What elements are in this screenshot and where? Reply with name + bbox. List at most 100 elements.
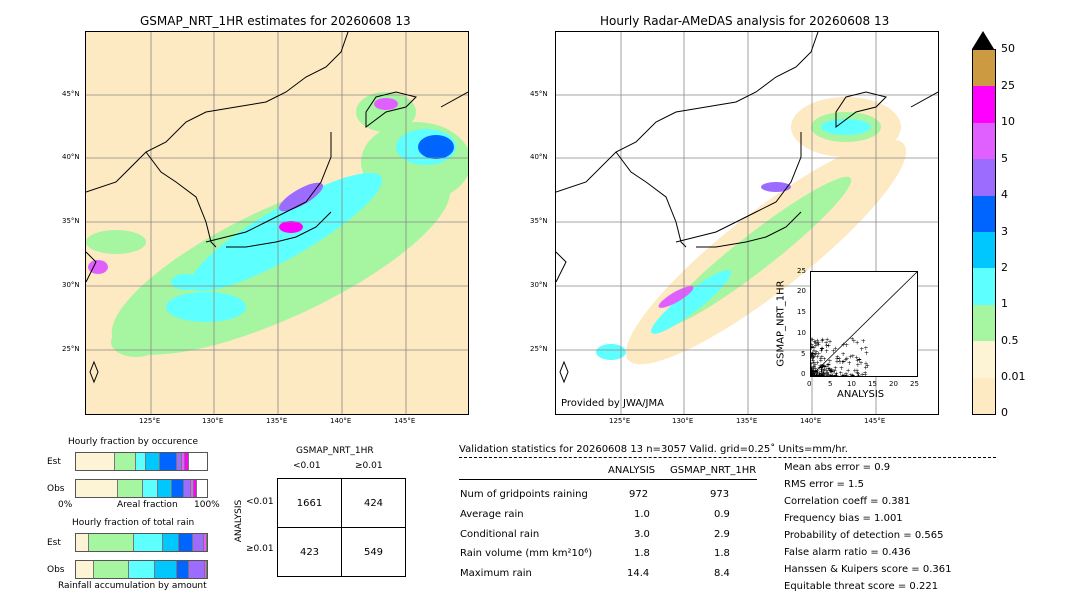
occurence-obs-seg-3	[157, 480, 172, 497]
scatter-point: +	[863, 360, 868, 367]
scatter-point: +	[811, 368, 816, 375]
scatter-point: +	[828, 368, 833, 375]
stats-header: Validation statistics for 20260608 13 n=…	[459, 444, 848, 455]
scatter-point: +	[827, 367, 832, 374]
scatter-point: +	[811, 372, 814, 376]
scatter-point: +	[864, 350, 869, 357]
scatter-point: +	[811, 372, 814, 376]
scatter-point: +	[855, 357, 860, 364]
scatter-point: +	[820, 372, 825, 376]
occurence-obs-bar	[75, 479, 208, 498]
colorbar	[972, 49, 996, 415]
stats-row-b-0: 973	[710, 489, 730, 500]
scatter-point: +	[826, 372, 831, 376]
totalrain-est-seg-4	[179, 534, 193, 551]
scatter-point: +	[811, 368, 814, 375]
scatter-point: +	[821, 368, 826, 375]
scatter-point: +	[850, 353, 855, 360]
scatter-diagonal	[810, 271, 918, 377]
scatter-xtick-10: 10	[847, 380, 856, 388]
occurence-est-seg-0	[76, 453, 115, 470]
scatter-point: +	[811, 365, 814, 372]
scatter-xtick-15: 15	[868, 380, 877, 388]
scatter-point: +	[848, 354, 853, 361]
scatter-point: +	[857, 357, 862, 364]
scatter-point: +	[811, 345, 814, 352]
right-lon-145: 145°E	[864, 417, 886, 425]
scatter-point: +	[817, 371, 822, 376]
scatter-point: +	[811, 371, 814, 376]
cb-label-0: 0	[1001, 406, 1008, 419]
scatter-point: +	[811, 351, 814, 358]
occurence-obs-seg-4	[171, 480, 185, 497]
cb-label-2: 2	[1001, 261, 1008, 274]
scatter-point: +	[833, 372, 838, 376]
scatter-point: +	[833, 345, 838, 352]
occurence-obs-seg-7	[194, 480, 197, 497]
totalrain-obs-bar	[75, 560, 208, 579]
scatter-point: +	[820, 346, 825, 353]
scatter-point: +	[850, 336, 855, 343]
scatter-point: +	[811, 368, 814, 375]
right-lon-130: 130°E	[672, 417, 694, 425]
scatter-point: +	[815, 359, 820, 366]
scatter-xtick-0: 0	[807, 380, 812, 388]
scatter-point: +	[843, 371, 848, 376]
scatter-point: +	[821, 370, 826, 376]
occurence-est-bar	[75, 452, 208, 471]
totalrain-obs-seg-6	[204, 561, 207, 578]
score-3: Frequency bias = 1.001	[784, 513, 903, 524]
scatter-point: +	[844, 342, 849, 349]
scatter-point: +	[820, 364, 825, 371]
occurence-xleft: 0%	[58, 500, 73, 510]
score-2: Correlation coeff = 0.381	[784, 496, 911, 507]
scatter-point: +	[820, 371, 825, 376]
colorbar-seg-25	[973, 50, 995, 87]
scatter-point: +	[811, 369, 814, 376]
colorbar-seg-4	[973, 159, 995, 196]
scatter-ylabel: GSMAP_NRT_1HR	[775, 280, 787, 367]
occurence-est-seg-6	[181, 453, 186, 470]
scatter-point: +	[818, 357, 823, 364]
scatter-point: +	[811, 341, 814, 348]
scatter-point: +	[811, 354, 815, 361]
totalrain-obs-seg-4	[176, 561, 189, 578]
scatter-point: +	[816, 340, 821, 347]
right-coastlines	[556, 32, 938, 384]
scatter-point: +	[811, 372, 815, 376]
occurence-est-label: Est	[47, 457, 61, 467]
scatter-point: +	[817, 364, 822, 371]
scatter-point: +	[827, 338, 832, 345]
scatter-point: +	[811, 372, 814, 376]
scatter-point: +	[811, 368, 814, 375]
left-gridlines	[86, 32, 468, 414]
totalrain-est-bar	[75, 533, 208, 552]
scatter-point: +	[835, 354, 840, 361]
scatter-point: +	[840, 359, 845, 366]
scatter-point: +	[815, 354, 820, 361]
right-lat-40: 40°N	[530, 153, 548, 161]
scatter-point: +	[815, 369, 820, 376]
scatter-point: +	[863, 345, 868, 352]
scatter-xtick-5: 5	[828, 380, 833, 388]
score-6: Hanssen & Kuipers score = 0.361	[784, 564, 952, 575]
scatter-point: +	[811, 364, 816, 371]
scatter-point: +	[844, 355, 849, 362]
totalrain-est-label: Est	[47, 538, 61, 548]
scatter-point: +	[813, 368, 818, 375]
scatter-point: +	[818, 372, 823, 376]
scatter-point: +	[811, 367, 814, 374]
stats-row-label-4: Maximum rain	[460, 568, 532, 579]
right-lat-45: 45°N	[530, 90, 548, 98]
scatter-point: +	[834, 372, 839, 376]
scatter-point: +	[822, 364, 827, 371]
colorbar-seg-2	[973, 232, 995, 269]
scatter-point: +	[837, 356, 842, 363]
scatter-point: +	[831, 348, 836, 355]
scatter-ytick-5: 5	[801, 350, 806, 358]
stats-col-line	[459, 479, 757, 480]
left-lon-135: 135°E	[266, 417, 288, 425]
scatter-point: +	[824, 364, 829, 371]
left-lon-140: 140°E	[330, 417, 352, 425]
scatter-point: +	[811, 354, 814, 361]
